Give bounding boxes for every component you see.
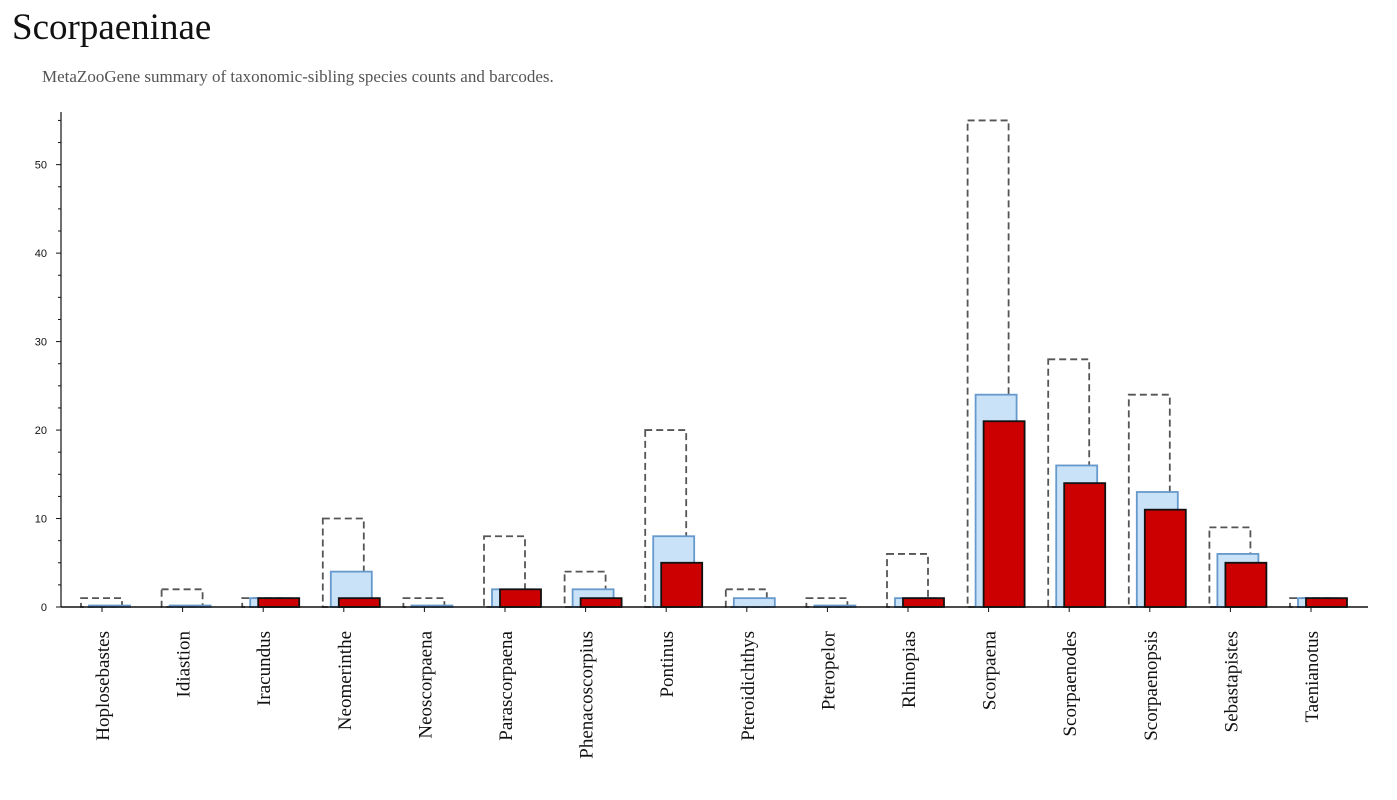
red-bar [337, 597, 381, 608]
y-tick-label: 40 [35, 248, 47, 260]
x-category-label: Neoscorpaena [415, 630, 436, 738]
x-category-label: Idiastion [174, 631, 195, 698]
x-category-label: Taenianotus [1302, 631, 1323, 723]
red-bar [499, 588, 542, 608]
x-category-label: Iracundus [254, 631, 275, 706]
x-category-label: Sebastapistes [1221, 631, 1242, 732]
x-category-label: Scorpaenodes [1060, 631, 1081, 737]
red-bar [1143, 508, 1187, 608]
dashed-outline-bar [644, 429, 688, 608]
x-category-label: Scorpaenopsis [1141, 631, 1162, 741]
x-category-label: Parascorpaena [496, 630, 517, 740]
red-bar [579, 597, 623, 608]
dashed-outline-bar [160, 588, 204, 608]
red-bar [1224, 561, 1268, 608]
chart-title: Scorpaeninae [12, 7, 212, 48]
x-category-label: Hoplosebastes [93, 631, 114, 741]
x-category-label: Scorpaena [980, 630, 1001, 710]
y-tick-label: 30 [35, 337, 47, 349]
x-category-label: Rhinopias [899, 631, 920, 708]
x-category-label: Pteropelor [818, 630, 839, 710]
x-category-label: Neomerinthe [335, 631, 356, 730]
red-bar [1063, 482, 1107, 608]
x-category-label: Pteroidichthys [738, 631, 759, 741]
y-tick-label: 0 [41, 602, 47, 614]
red-bar [257, 597, 301, 608]
red-bar [902, 597, 945, 608]
y-tick-label: 50 [35, 160, 47, 172]
red-bar [660, 561, 704, 608]
y-tick-label: 10 [35, 514, 47, 526]
x-category-label: Pontinus [657, 631, 678, 698]
red-bar [1305, 597, 1348, 608]
red-bar [982, 420, 1026, 608]
light-blue-bar [732, 597, 776, 608]
y-tick-label: 20 [35, 425, 47, 437]
chart-subtitle: MetaZooGene summary of taxonomic-sibling… [42, 67, 554, 86]
x-category-label: Phenacoscorpius [577, 631, 598, 759]
